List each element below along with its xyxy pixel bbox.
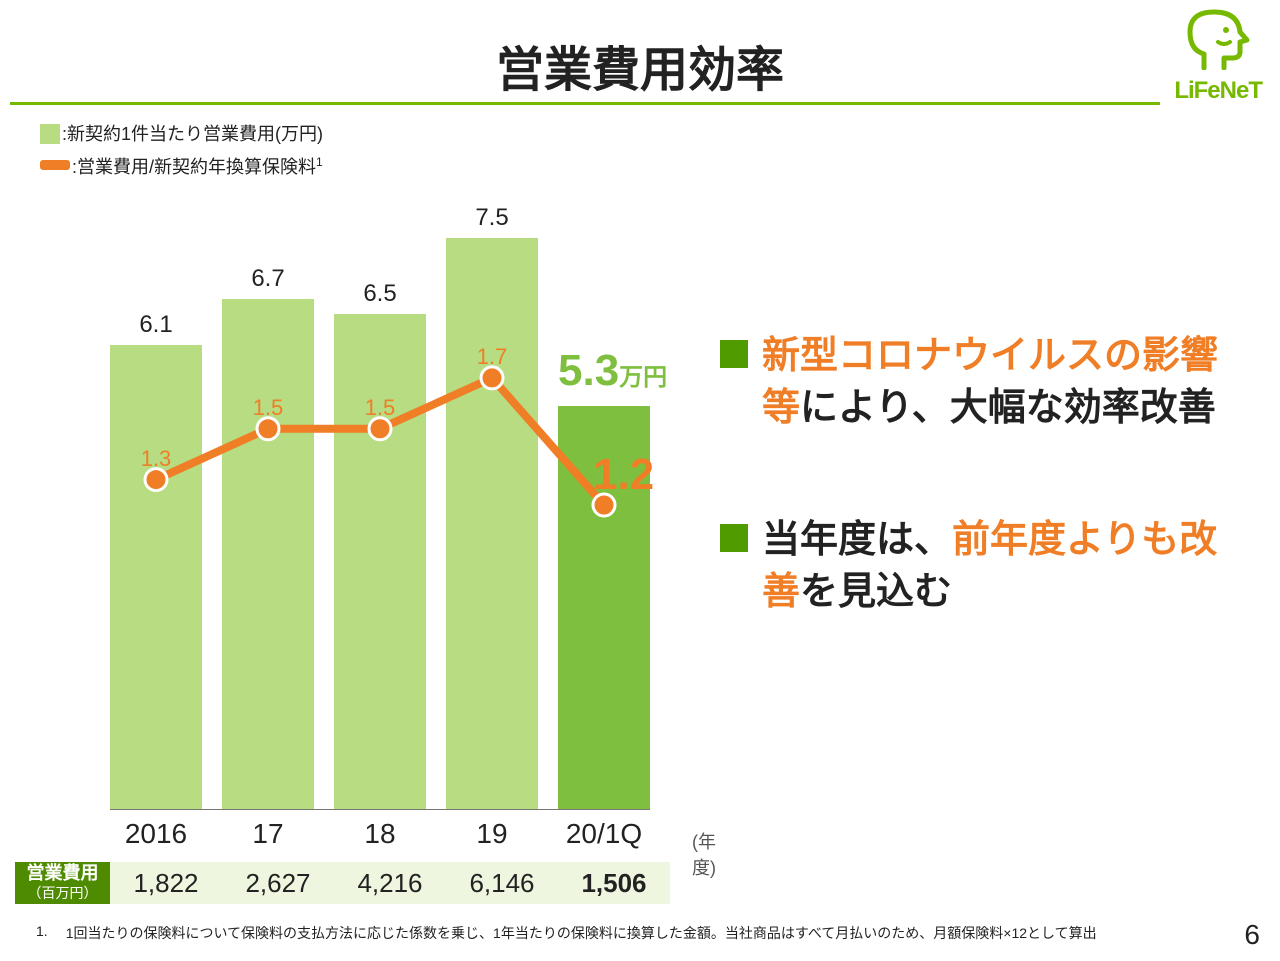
line-value-label: 1.7 xyxy=(477,344,508,370)
bar: 6.1 xyxy=(110,345,202,810)
data-cell: 1,822 xyxy=(110,868,222,899)
page-title: 営業費用効率 xyxy=(0,30,1280,100)
combo-chart: 6.16.76.57.55.3万円1.31.51.51.71.2 xyxy=(110,200,690,810)
data-cell: 2,627 xyxy=(222,868,334,899)
x-axis-labels: (年度) 201617181920/1Q xyxy=(110,818,720,856)
bullet-item: 当年度は、前年度よりも改善を見込む xyxy=(720,514,1255,618)
page-number: 6 xyxy=(1244,919,1260,951)
bullet-item: 新型コロナウイルスの影響等により、大幅な効率改善 xyxy=(720,330,1255,434)
x-axis-unit: (年度) xyxy=(692,828,720,880)
data-row: 営業費用 （百万円） 1,8222,6274,2166,1461,506 xyxy=(15,862,670,904)
bar-value-label: 6.7 xyxy=(222,265,314,293)
bullet-text: 新型コロナウイルスの影響等により、大幅な効率改善 xyxy=(762,330,1255,434)
data-cell: 1,506 xyxy=(558,868,670,899)
legend-line-label: :営業費用/新契約年換算保険料1 xyxy=(72,148,323,181)
legend-line-swatch-icon xyxy=(40,160,70,170)
chart-baseline xyxy=(110,809,650,810)
bullet-square-icon xyxy=(720,524,748,552)
bullet-square-icon xyxy=(720,340,748,368)
bar-value-label: 5.3万円 xyxy=(558,346,650,396)
bar-value-label: 7.5 xyxy=(446,204,538,232)
line-value-label: 1.3 xyxy=(141,446,172,472)
footnote-num: 1. xyxy=(36,923,48,943)
x-axis-label: 20/1Q xyxy=(558,818,650,850)
bullet-text: 当年度は、前年度よりも改善を見込む xyxy=(762,514,1255,618)
line-value-label: 1.2 xyxy=(593,450,654,500)
line-value-label: 1.5 xyxy=(365,395,396,421)
bullet-list: 新型コロナウイルスの影響等により、大幅な効率改善当年度は、前年度よりも改善を見込… xyxy=(720,330,1255,698)
data-cell: 4,216 xyxy=(334,868,446,899)
legend-bar: :新契約1件当たり営業費用(万円) xyxy=(40,120,323,148)
data-cell: 6,146 xyxy=(446,868,558,899)
data-row-head: 営業費用 （百万円） xyxy=(15,862,110,904)
bar-value-label: 6.5 xyxy=(334,280,426,308)
bar: 6.7 xyxy=(222,299,314,810)
legend-bar-label: :新契約1件当たり営業費用(万円) xyxy=(62,120,323,148)
x-axis-label: 19 xyxy=(446,818,538,850)
logo-text: LiFeNeT xyxy=(1174,77,1262,105)
footnote: 1. 1回当たりの保険料について保険料の支払方法に応じた係数を乗じ、1年当たりの… xyxy=(36,923,1097,943)
x-axis-label: 17 xyxy=(222,818,314,850)
x-axis-label: 18 xyxy=(334,818,426,850)
legend-line: :営業費用/新契約年換算保険料1 xyxy=(40,148,323,181)
legend-bar-swatch-icon xyxy=(40,124,60,144)
bar: 7.5 xyxy=(446,238,538,810)
chart-legend: :新契約1件当たり営業費用(万円) :営業費用/新契約年換算保険料1 xyxy=(40,120,323,181)
bar-value-label: 6.1 xyxy=(110,311,202,339)
footnote-text: 1回当たりの保険料について保険料の支払方法に応じた係数を乗じ、1年当たりの保険料… xyxy=(66,923,1097,943)
logo-head-icon xyxy=(1184,6,1252,70)
slide: 営業費用効率 LiFeNeT :新契約1件当たり営業費用(万円) :営業費用/新… xyxy=(0,0,1280,961)
bar: 6.5 xyxy=(334,314,426,810)
line-value-label: 1.5 xyxy=(253,395,284,421)
brand-logo: LiFeNeT xyxy=(1174,6,1262,105)
x-axis-label: 2016 xyxy=(110,818,202,850)
title-rule xyxy=(10,102,1160,105)
